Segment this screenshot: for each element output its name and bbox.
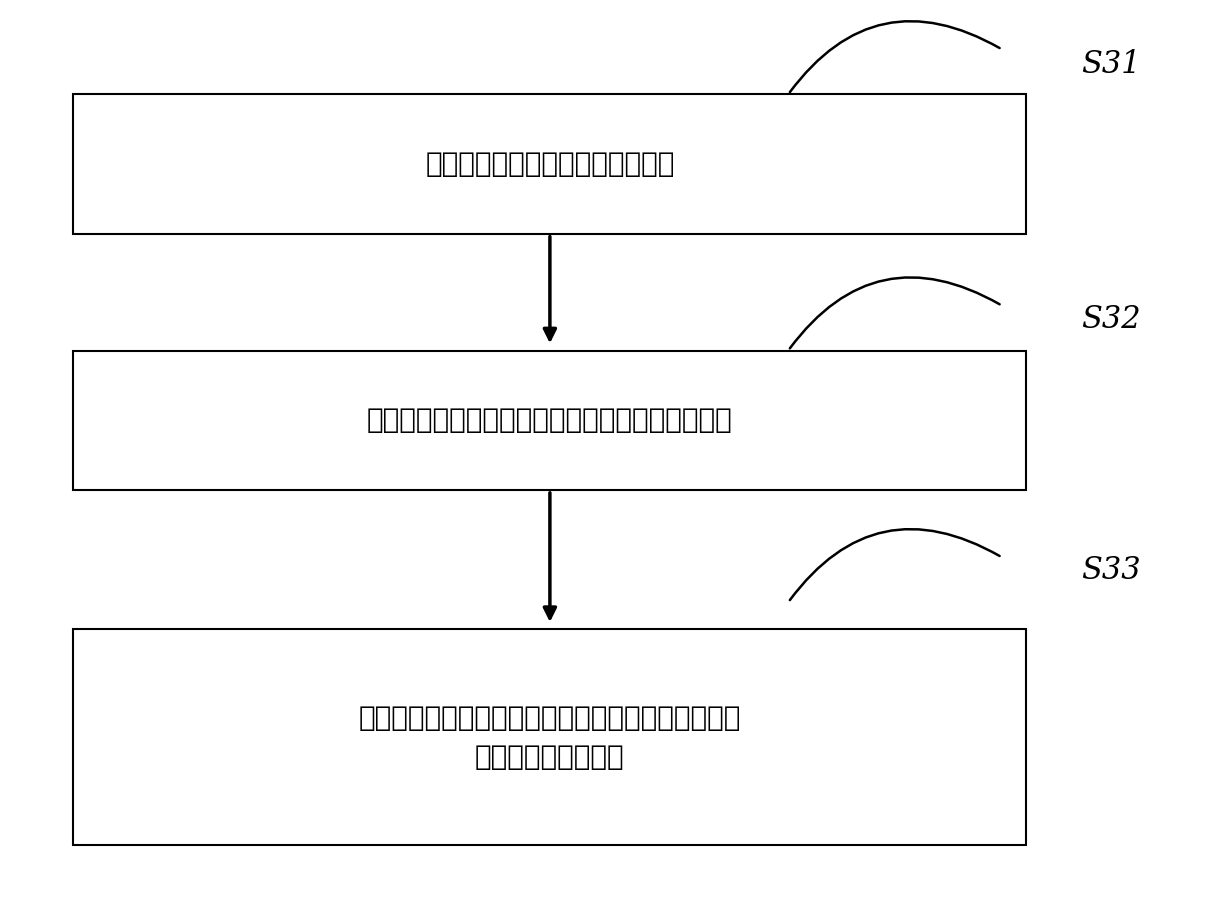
FancyArrowPatch shape bbox=[789, 22, 1000, 93]
Text: 获取所述待测样本中的待测标志物对应的标准曲线: 获取所述待测样本中的待测标志物对应的标准曲线 bbox=[367, 406, 733, 434]
Text: S33: S33 bbox=[1081, 556, 1141, 586]
Text: 基于所述标准曲线和第一信息，确定各所述待测样本
中待测标志物的浓度: 基于所述标准曲线和第一信息，确定各所述待测样本 中待测标志物的浓度 bbox=[359, 704, 741, 770]
Text: S32: S32 bbox=[1081, 304, 1141, 334]
Text: S31: S31 bbox=[1081, 49, 1141, 80]
Bar bbox=[73, 629, 1026, 845]
Bar bbox=[73, 351, 1026, 490]
Text: 获取至少一个待测样本的样本数据: 获取至少一个待测样本的样本数据 bbox=[425, 150, 675, 178]
FancyArrowPatch shape bbox=[789, 530, 1000, 601]
FancyArrowPatch shape bbox=[789, 278, 1000, 349]
Bar bbox=[73, 94, 1026, 234]
